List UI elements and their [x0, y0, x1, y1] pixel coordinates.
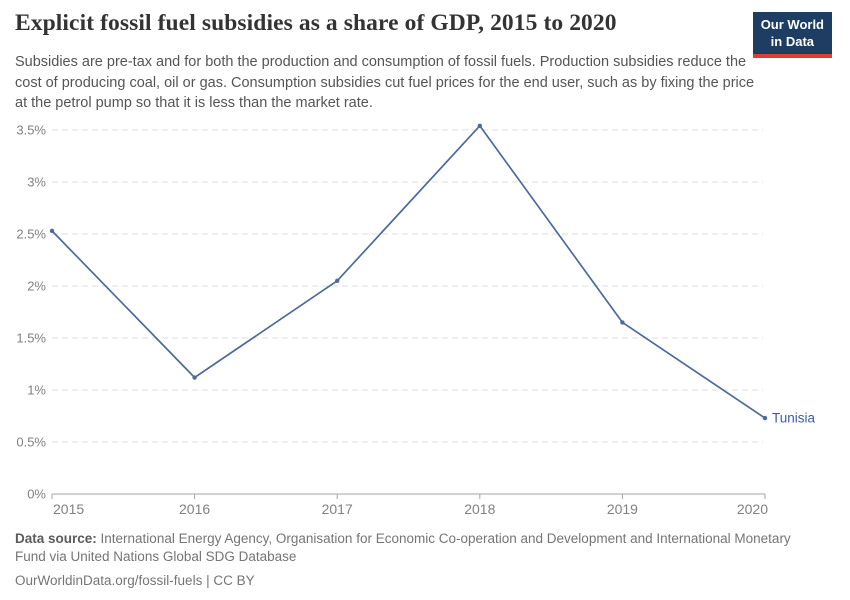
data-source-label: Data source: — [15, 531, 97, 546]
y-axis-tick-label: 0.5% — [16, 435, 46, 450]
data-point[interactable] — [477, 123, 482, 129]
data-point[interactable] — [620, 320, 625, 325]
data-point[interactable] — [49, 228, 55, 234]
owid-logo-line1: Our World — [760, 17, 824, 32]
data-point[interactable] — [335, 278, 340, 283]
data-source-line: Data source: International Energy Agency… — [15, 530, 825, 567]
x-axis-tick-label: 2015 — [53, 501, 84, 517]
data-source-text: International Energy Agency, Organisatio… — [15, 531, 791, 565]
data-point[interactable] — [192, 375, 197, 380]
owid-logo-line2: in Data — [770, 33, 815, 49]
y-axis-tick-label: 2.5% — [16, 227, 46, 242]
y-axis-tick-label: 0% — [27, 487, 46, 502]
chart-title: Explicit fossil fuel subsidies as a shar… — [15, 10, 617, 36]
chart-subtitle: Subsidies are pre-tax and for both the p… — [15, 54, 755, 112]
citation-link[interactable]: OurWorldinData.org/fossil-fuels — [15, 572, 203, 588]
owid-logo[interactable]: Our World in Data — [752, 12, 832, 58]
y-axis-tick-label: 3.5% — [16, 123, 46, 138]
y-axis-tick-label: 1% — [27, 383, 46, 398]
x-axis-tick-label: 2020 — [737, 501, 768, 517]
x-axis-tick-label: 2017 — [322, 501, 353, 517]
x-axis-tick-label: 2019 — [607, 501, 638, 517]
series-line-tunisia[interactable] — [51, 124, 766, 419]
citation-line: OurWorldinData.org/fossil-fuels | CC BY — [15, 572, 825, 590]
x-axis-tick-label: 2016 — [179, 501, 210, 517]
series-end-label[interactable]: Tunisia — [772, 411, 816, 426]
y-axis-tick-label: 3% — [27, 175, 46, 190]
y-axis-tick-label: 1.5% — [16, 331, 46, 346]
x-axis-tick-label: 2018 — [464, 501, 495, 517]
y-axis-tick-label: 2% — [27, 279, 46, 294]
data-point[interactable] — [762, 415, 768, 421]
chart-footer: Data source: International Energy Agency… — [15, 530, 825, 590]
citation-license: | CC BY — [202, 572, 255, 588]
